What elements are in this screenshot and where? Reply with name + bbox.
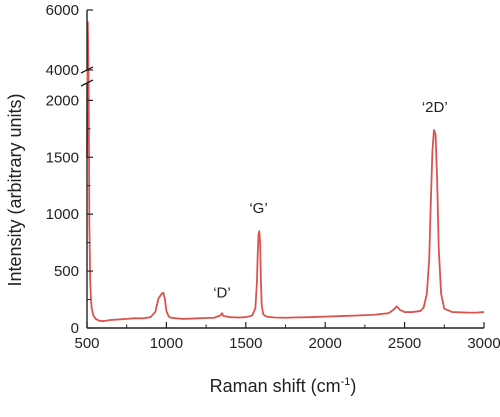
axes [80, 9, 485, 329]
x-axis-title-superscript: -1 [341, 376, 351, 388]
y-tick-label: 6000 [46, 2, 79, 19]
x-tick-label: 500 [74, 335, 99, 352]
x-axis-title-close: ) [350, 376, 356, 396]
x-axis-title: Raman shift (cm-1) [210, 376, 357, 396]
peak-label: ‘2D’ [422, 99, 448, 116]
peak-annotations: ‘D’ ‘G’ ‘2D’ [213, 99, 447, 302]
peak-label: ‘G’ [249, 200, 267, 217]
axis-break-mark [80, 79, 94, 87]
x-tick-label: 1000 [150, 335, 183, 352]
y-tick-label: 2000 [46, 92, 79, 109]
x-tick-label: 2000 [309, 335, 342, 352]
x-axis-title-main: Raman shift (cm [210, 376, 341, 396]
peak-label: ‘D’ [213, 284, 231, 301]
y-tick-label: 0 [71, 320, 79, 337]
x-tick-label: 1500 [229, 335, 262, 352]
y-tick-label: 1000 [46, 206, 79, 223]
y-tick-label: 500 [54, 263, 79, 280]
y-tick-label: 1500 [46, 149, 79, 166]
y-tick-label: 4000 [46, 62, 79, 79]
tick-labels: 500 1000 1500 2000 2500 300005001000150020004… [46, 2, 500, 352]
spectrum-line [86, 21, 485, 323]
x-tick-label: 3000 [467, 335, 500, 352]
x-tick-label: 2500 [388, 335, 421, 352]
y-axis-title: Intensity (arbitrary units) [5, 93, 25, 286]
plot-area [86, 21, 485, 323]
